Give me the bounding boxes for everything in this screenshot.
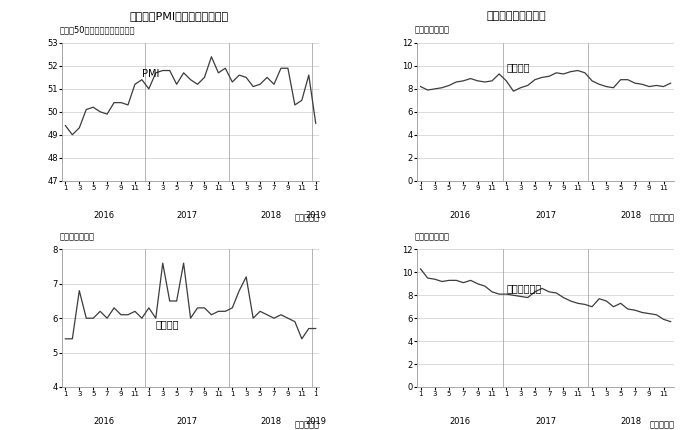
Text: 2016: 2016	[93, 417, 114, 426]
Text: 2018: 2018	[260, 211, 281, 220]
Text: （前年比、％）: （前年比、％）	[414, 232, 449, 241]
Text: 2018: 2018	[260, 417, 281, 426]
Text: 2016: 2016	[93, 211, 114, 220]
Text: 工業生産: 工業生産	[155, 319, 180, 329]
Text: 小売売上: 小売売上	[506, 62, 530, 73]
Text: （年、月）: （年、月）	[649, 214, 674, 223]
Text: （％、50％＝前月比変化なし）: （％、50％＝前月比変化なし）	[59, 26, 135, 35]
Text: PMI: PMI	[142, 69, 159, 80]
Text: （前年比、％）: （前年比、％）	[59, 232, 94, 241]
Text: 2016: 2016	[449, 211, 471, 220]
Text: （年、月）: （年、月）	[294, 420, 319, 429]
Text: 減速する消費と投資: 減速する消費と投資	[486, 11, 546, 21]
Text: 2019: 2019	[305, 211, 326, 220]
Text: 2016: 2016	[449, 417, 471, 426]
Text: 2017: 2017	[177, 417, 197, 426]
Text: 2017: 2017	[177, 211, 197, 220]
Text: 2017: 2017	[535, 211, 556, 220]
Text: （前年比、％）: （前年比、％）	[414, 26, 449, 35]
Text: 2018: 2018	[621, 211, 642, 220]
Text: （年、月）: （年、月）	[294, 214, 319, 223]
Text: 低下するPMIと工業生産の伸び: 低下するPMIと工業生産の伸び	[129, 11, 228, 21]
Text: 固定資産投資: 固定資産投資	[506, 283, 541, 293]
Text: 2018: 2018	[621, 417, 642, 426]
Text: 2019: 2019	[305, 417, 326, 426]
Text: 2017: 2017	[535, 417, 556, 426]
Text: （年、月）: （年、月）	[649, 420, 674, 429]
